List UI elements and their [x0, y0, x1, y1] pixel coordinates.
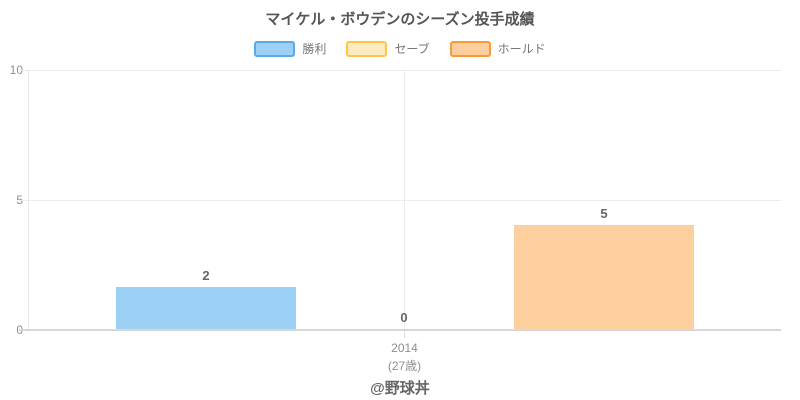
x-axis-line — [19, 329, 781, 331]
holds-swatch-icon — [449, 40, 491, 57]
x-axis-tick — [404, 331, 405, 338]
y-axis-line — [28, 70, 29, 330]
legend-label-holds: ホールド — [497, 42, 546, 56]
wins-swatch-icon — [254, 40, 296, 57]
watermark: @野球丼 — [370, 380, 430, 397]
gridline-10 — [19, 70, 781, 71]
x-axis-label-year: 2014 — [391, 341, 418, 355]
legend: 勝利 セーブ ホールド — [0, 40, 800, 57]
bar-value-holds: 5 — [600, 206, 608, 221]
legend-label-wins: 勝利 — [302, 42, 327, 56]
bar-value-wins: 2 — [202, 268, 210, 284]
bar-value-saves: 0 — [400, 310, 408, 325]
gridline-5 — [19, 200, 781, 201]
saves-swatch-icon — [346, 40, 388, 57]
legend-item-wins[interactable]: 勝利 — [254, 40, 326, 57]
legend-item-holds[interactable]: ホールド — [449, 40, 546, 57]
legend-item-saves[interactable]: セーブ — [346, 40, 430, 57]
category-gridline — [404, 70, 405, 330]
chart-title: マイケル・ボウデンのシーズン投手成績 — [265, 11, 535, 28]
legend-label-saves: セーブ — [394, 42, 430, 56]
y-tick-10: 10 — [9, 63, 23, 77]
bar-holds-2014 — [514, 225, 694, 329]
bar-wins-2014 — [116, 287, 296, 329]
x-axis-label-group: 2014 (27歳) — [28, 339, 781, 375]
plot-area: 2 0 5 — [19, 70, 781, 338]
x-axis-label-age: (27歳) — [387, 359, 422, 373]
